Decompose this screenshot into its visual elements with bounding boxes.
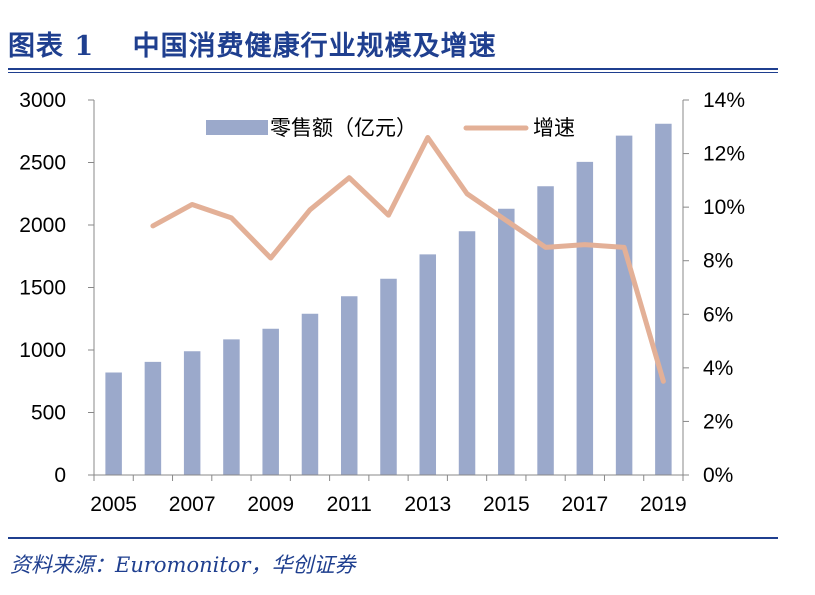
y-right-tick-label: 0% bbox=[703, 464, 733, 487]
y-right-tick-label: 8% bbox=[703, 250, 733, 273]
figure-number: 1 bbox=[74, 31, 95, 62]
combo-chart: 0 500 1000 1500 2000 2500 3000 0% 2% 4% 6% 8% 10% 12%… bbox=[19, 89, 745, 516]
y-right-tick-label: 6% bbox=[703, 303, 733, 326]
y-left-tick-label: 3000 bbox=[19, 89, 66, 112]
y-left-tick-label: 2500 bbox=[19, 152, 66, 175]
bar bbox=[458, 231, 476, 475]
bar bbox=[144, 361, 162, 475]
x-tick-label: 2007 bbox=[169, 493, 216, 516]
bar bbox=[380, 278, 397, 475]
bar bbox=[419, 254, 437, 475]
legend-swatch-bar bbox=[206, 120, 268, 135]
bar bbox=[615, 135, 633, 475]
bar bbox=[262, 328, 279, 475]
y-right-tick-label: 10% bbox=[703, 196, 745, 219]
x-tick-label: 2019 bbox=[640, 493, 687, 516]
figure-label: 图表 bbox=[8, 31, 64, 62]
bar bbox=[105, 372, 122, 475]
y-right-tick-label: 2% bbox=[703, 410, 733, 433]
source-rule bbox=[8, 537, 778, 539]
y-right-tick-label: 4% bbox=[703, 357, 733, 380]
y-left-tick-label: 2000 bbox=[19, 214, 66, 237]
x-tick-label: 2005 bbox=[90, 493, 137, 516]
y-left-tick-label: 1500 bbox=[19, 277, 66, 300]
source-note: 资料来源：Euromonitor，华创证券 bbox=[10, 553, 356, 577]
chart-title: 中国消费健康行业规模及增速 bbox=[132, 31, 497, 62]
x-tick-label: 2015 bbox=[483, 493, 530, 516]
bar bbox=[537, 186, 554, 475]
bar bbox=[301, 313, 319, 475]
y-left-tick-label: 1000 bbox=[19, 339, 66, 362]
y-right-tick-label: 12% bbox=[703, 143, 745, 166]
bar bbox=[340, 296, 358, 475]
bar bbox=[498, 208, 515, 475]
legend-label-bar: 零售额（亿元） bbox=[270, 117, 417, 140]
x-tick-label: 2011 bbox=[327, 493, 372, 516]
y-left-tick-label: 500 bbox=[31, 402, 66, 425]
y-left-tick-label: 0 bbox=[54, 464, 66, 487]
figure-title: 图表 1 中国消费健康行业规模及增速 bbox=[8, 24, 497, 63]
x-tick-label: 2013 bbox=[404, 493, 451, 516]
legend-label-line: 增速 bbox=[533, 117, 575, 140]
x-tick-label: 2009 bbox=[247, 493, 294, 516]
bar bbox=[223, 339, 240, 475]
bar bbox=[655, 123, 672, 475]
y-right-tick-label: 14% bbox=[703, 89, 745, 112]
title-rule bbox=[8, 68, 778, 70]
title-rule-thin bbox=[8, 72, 778, 73]
bar bbox=[183, 351, 201, 475]
x-tick-label: 2017 bbox=[561, 493, 608, 516]
growth-line bbox=[150, 135, 666, 384]
bar bbox=[576, 161, 594, 475]
